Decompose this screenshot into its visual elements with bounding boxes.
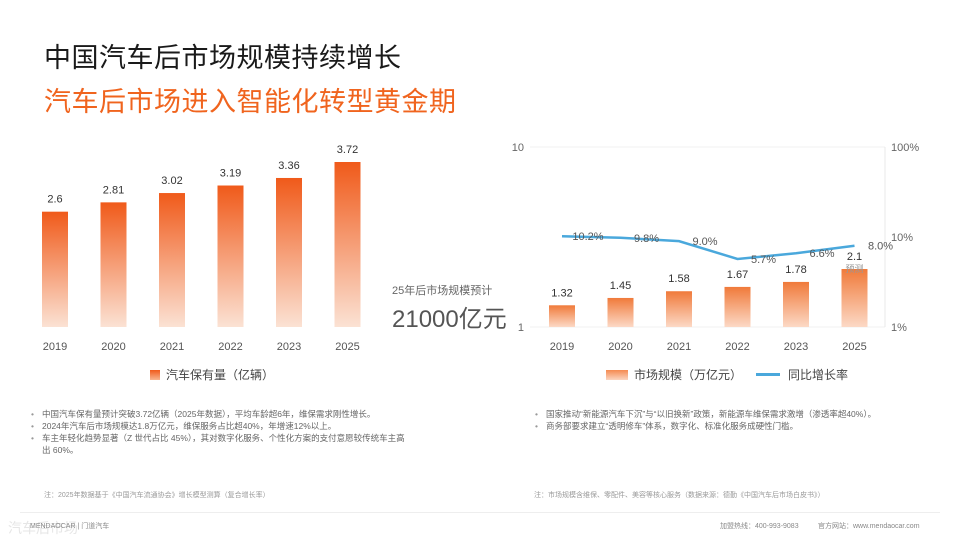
bar-2019 — [549, 305, 575, 327]
x-tick-label: 2021 — [160, 341, 184, 353]
bar-2021 — [666, 291, 692, 327]
note-item: 车主年轻化趋势显著（Z 世代占比 45%），其对数字化服务、个性化方案的支付意愿… — [30, 432, 410, 456]
bar-value-label: 3.72 — [337, 144, 358, 156]
vehicle-ownership-chart: 2.6 2019 2.81 2020 3.02 2021 3.19 2022 3.36 2023 3… — [42, 144, 361, 353]
note-item: 国家推动“新能源汽车下沉”与“以旧换新”政策，新能源车维保需求激增（渗透率超40… — [534, 408, 934, 420]
note-item: 2024年汽车后市场规模达1.8万亿元，维保服务占比超40%，年增速12%以上。 — [30, 420, 410, 432]
x-tick-label: 2019 — [43, 341, 67, 353]
y-tick-label-right: 100% — [891, 142, 919, 154]
growth-rate-label: 10.2% — [572, 231, 603, 243]
growth-rate-label: 5.7% — [751, 254, 776, 266]
notes-right: 国家推动“新能源汽车下沉”与“以旧换新”政策，新能源车维保需求激增（渗透率超40… — [534, 408, 934, 432]
bar-value-label: 3.36 — [278, 160, 299, 172]
growth-rate-label: 9.0% — [692, 236, 717, 248]
legend-market-size: 市场规模（万亿元） 同比增长率 — [606, 366, 848, 383]
bar-value-label: 1.67 — [727, 269, 748, 281]
bar-2020 — [607, 297, 634, 327]
x-tick-label: 2019 — [550, 341, 574, 353]
callout-value: 21000亿元 — [392, 306, 507, 333]
bar-value-label: 2.6 — [47, 194, 62, 206]
footer-brand: MENDAOCAR | 门道汽车 — [30, 523, 110, 530]
x-tick-label: 2025 — [335, 341, 359, 353]
bar-value-label: 1.78 — [785, 264, 806, 276]
y-tick-label-right: 1% — [891, 322, 907, 334]
bar-2022 — [724, 286, 751, 327]
footer-divider — [20, 512, 940, 513]
market-size-chart: 10 1 100% 10% 1% 1.32 2019 1.45 2020 1.58 2021 1.67… — [512, 142, 920, 353]
page-title: 中国汽车后市场规模持续增长 — [44, 43, 402, 73]
legend-label-bar: 市场规模（万亿元） — [634, 368, 743, 382]
note-item: 商务部要求建立“透明修车”体系，数字化、标准化服务成硬性门槛。 — [534, 420, 934, 432]
bar-2025 — [841, 269, 868, 327]
bar-value-label: 2.1 — [847, 251, 862, 263]
note-item: 中国汽车保有量预计突破3.72亿辆（2025年数据），平均车龄超6年，维保需求刚… — [30, 408, 410, 420]
y-tick-label-left: 1 — [518, 322, 524, 334]
bar-value-label: 1.58 — [668, 273, 689, 285]
bar-2019 — [42, 211, 68, 327]
growth-rate-label: 8.0% — [868, 241, 893, 253]
x-tick-label: 2021 — [667, 341, 691, 353]
footer-hotline: 加盟热线：400-993-9083 — [720, 523, 799, 530]
bar-value-label: 3.02 — [161, 175, 182, 187]
legend-line-swatch — [756, 373, 781, 376]
forecast-callout: 25年后市场规模预计 21000亿元 — [392, 282, 532, 334]
bar-value-label: 1.32 — [551, 287, 572, 299]
x-tick-label: 2022 — [725, 341, 749, 353]
x-tick-label: 2020 — [101, 341, 125, 353]
legend-bar-swatch — [606, 369, 628, 380]
watermark: 汽车后市场 — [8, 520, 78, 536]
y-tick-label-left: 10 — [512, 142, 524, 154]
footer-website: 官方网站：www.mendaocar.com — [818, 523, 920, 530]
bar-value-label: 1.45 — [610, 280, 631, 292]
legend-vehicle-ownership: 汽车保有量（亿辆） — [150, 366, 274, 383]
forecast-tag: 预测 — [845, 264, 863, 274]
x-tick-label: 2025 — [842, 341, 866, 353]
bar-2021 — [159, 193, 185, 327]
footnote-left: 注：2025年数据基于《中国汽车流通协会》增长模型测算（复合增长率） — [44, 492, 270, 499]
x-tick-label: 2020 — [608, 341, 632, 353]
legend-bar-swatch — [150, 369, 160, 380]
callout-label: 25年后市场规模预计 — [392, 285, 493, 297]
growth-rate-label: 6.6% — [809, 248, 834, 260]
bar-value-label: 2.81 — [103, 184, 124, 196]
bar-value-label: 3.19 — [220, 168, 241, 180]
x-tick-label: 2022 — [218, 341, 242, 353]
bar-2023 — [783, 281, 809, 327]
growth-rate-line — [561, 234, 855, 261]
bar-2022 — [217, 185, 244, 327]
legend-label-line: 同比增长率 — [788, 368, 849, 382]
x-tick-label: 2023 — [277, 341, 301, 353]
footnote-right: 注：市场规模含维保、零配件、美容等核心服务（数据来源：德勤《中国汽车后市场白皮书… — [534, 492, 825, 499]
page-subtitle: 汽车后市场进入智能化转型黄金期 — [44, 87, 457, 117]
y-tick-label-right: 10% — [891, 232, 913, 244]
bar-2023 — [276, 177, 302, 327]
bar-2025 — [334, 162, 361, 327]
legend-label: 汽车保有量（亿辆） — [166, 368, 275, 382]
bar-2020 — [100, 202, 127, 327]
notes-left: 中国汽车保有量预计突破3.72亿辆（2025年数据），平均车龄超6年，维保需求刚… — [30, 408, 410, 456]
x-tick-label: 2023 — [784, 341, 808, 353]
growth-rate-label: 9.8% — [634, 233, 659, 245]
